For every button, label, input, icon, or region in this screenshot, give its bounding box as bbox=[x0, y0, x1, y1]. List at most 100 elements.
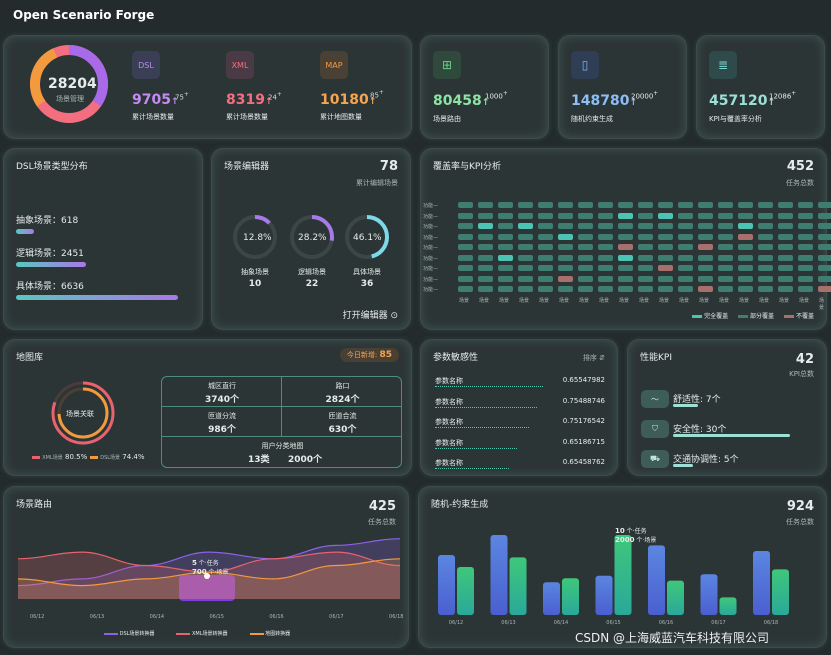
heat-cell bbox=[798, 254, 813, 261]
col-label: 场景 bbox=[739, 298, 750, 304]
heat-cell bbox=[478, 223, 493, 229]
series-area bbox=[18, 558, 400, 599]
heat-cell bbox=[798, 275, 813, 282]
heat-cell bbox=[498, 265, 513, 271]
random-count: 924 bbox=[786, 499, 814, 514]
routing-chart: 06/12 06/13 06/14 06/15 06/16 06/17 06/18 bbox=[17, 538, 403, 620]
row-label: 功能— bbox=[423, 287, 439, 293]
heat-cell bbox=[738, 275, 753, 282]
heat-cell bbox=[778, 254, 793, 261]
gauge-num: 10 bbox=[248, 279, 262, 289]
heat-cell bbox=[578, 244, 593, 250]
heat-cell bbox=[578, 254, 593, 261]
map-cell-label: 城区直行 bbox=[208, 382, 236, 390]
app-title: Open Scenario Forge bbox=[13, 8, 155, 22]
heat-cell bbox=[758, 254, 773, 261]
heat-cell bbox=[598, 265, 613, 271]
series-line bbox=[17, 538, 401, 587]
heat-cell bbox=[778, 233, 793, 240]
bar bbox=[772, 569, 789, 615]
param-name: 参数名称 bbox=[435, 397, 463, 406]
heat-cell bbox=[498, 223, 513, 229]
x-tick: 06/15 bbox=[606, 620, 620, 626]
routing-tooltip: 5 个·任务 700 个·场景 bbox=[192, 559, 229, 576]
heat-cell bbox=[618, 202, 633, 208]
heat-cell bbox=[698, 233, 713, 240]
heat-cell bbox=[538, 275, 553, 282]
param-bar bbox=[435, 447, 517, 449]
heat-cell bbox=[578, 223, 593, 229]
bar bbox=[562, 578, 579, 615]
kpi-item: 交通协调性: 5个 bbox=[673, 455, 739, 465]
heat-cell bbox=[818, 233, 831, 240]
dsl-value: 9705↑ bbox=[132, 92, 179, 108]
heat-cell bbox=[718, 254, 733, 261]
heat-cell bbox=[818, 286, 831, 292]
routing-count-label: 任务总数 bbox=[368, 518, 396, 526]
heat-cell bbox=[598, 223, 613, 229]
heat-cell bbox=[798, 244, 813, 250]
kpi-bar bbox=[673, 464, 693, 467]
heat-cell bbox=[558, 233, 573, 240]
heat-cell bbox=[698, 212, 713, 219]
heat-cell bbox=[598, 254, 613, 261]
col-label: 场景 bbox=[759, 298, 770, 304]
heat-cell bbox=[478, 244, 493, 250]
params-title: 参数敏感性 bbox=[433, 353, 479, 363]
col-label: 场景 bbox=[619, 298, 630, 304]
heat-cell bbox=[778, 286, 793, 292]
heat-cell bbox=[698, 202, 713, 208]
heat-cell bbox=[638, 212, 653, 219]
x-tick: 06/17 bbox=[329, 614, 343, 620]
heat-cell bbox=[638, 202, 653, 208]
heat-cell bbox=[818, 223, 831, 229]
open-editor-button[interactable]: 打开编辑器 ⊙ bbox=[342, 311, 398, 321]
highlight-bar bbox=[179, 575, 235, 601]
map-delta: 85+ bbox=[370, 90, 384, 100]
param-name: 参数名称 bbox=[435, 459, 463, 467]
heat-cell bbox=[698, 286, 713, 292]
dsl-type-bar bbox=[16, 229, 34, 234]
heat-cell bbox=[578, 275, 593, 282]
routing-stat-card: ⊞ 80458↑ 1000+ 场景路由 bbox=[420, 35, 549, 139]
new-today-badge: 今日新增: 85 bbox=[339, 348, 399, 362]
shield-icon: ⛉ bbox=[641, 420, 669, 438]
random-card: 随机-约束生成 924 任务总数 06/12 06/13 06/14 06/15 06/… bbox=[418, 486, 827, 648]
heat-cell bbox=[518, 254, 533, 261]
param-name: 参数名称 bbox=[435, 418, 463, 426]
param-value: 0.65458762 bbox=[562, 458, 605, 466]
legend-full: 完全覆盖 bbox=[692, 311, 728, 320]
sort-button[interactable]: 排序 ⇵ bbox=[582, 354, 605, 362]
perf-kpi-count: 42 bbox=[795, 352, 814, 367]
heat-cell bbox=[458, 212, 473, 219]
perf-kpi-title: 性能KPI bbox=[640, 353, 672, 363]
kpi-stat-delta: 12086+ bbox=[769, 91, 797, 101]
heat-cell bbox=[618, 265, 633, 271]
series-line bbox=[17, 558, 401, 587]
heat-cell bbox=[538, 265, 553, 271]
heat-cell bbox=[818, 244, 831, 250]
heat-cell bbox=[738, 223, 753, 229]
heat-cell bbox=[558, 275, 573, 282]
gauge-pct: 12.8% bbox=[243, 233, 272, 243]
heat-cell bbox=[798, 233, 813, 240]
editor-count-label: 累计编辑场景 bbox=[356, 179, 398, 187]
routing-count: 425 bbox=[368, 499, 396, 514]
comfort-icon: 〜 bbox=[641, 390, 669, 408]
heat-cell bbox=[618, 244, 633, 250]
heat-cell bbox=[478, 254, 493, 261]
heat-cell bbox=[578, 202, 593, 208]
heat-cell bbox=[638, 254, 653, 261]
heat-cell bbox=[818, 275, 831, 282]
map-lib-card: 地图库 今日新增: 85 场景关联 XML场景 80.5% DSL场景 74.4… bbox=[3, 339, 412, 476]
kpi-bar bbox=[673, 434, 790, 437]
heat-cell bbox=[578, 265, 593, 271]
col-label: 场景 bbox=[599, 298, 610, 304]
gauge-pct: 28.2% bbox=[298, 233, 327, 243]
coverage-heatmap: 功能— 功能— 功能— 功能— 功能— 功能— 功能— 功能— 功能— 场景 场景 场景 场景 场景 场景 场… bbox=[421, 149, 831, 331]
bar bbox=[667, 580, 684, 615]
kpi-item: 安全性: 30个 bbox=[673, 425, 727, 435]
bar bbox=[648, 545, 665, 615]
heat-cell bbox=[818, 265, 831, 271]
heat-cell bbox=[538, 212, 553, 219]
